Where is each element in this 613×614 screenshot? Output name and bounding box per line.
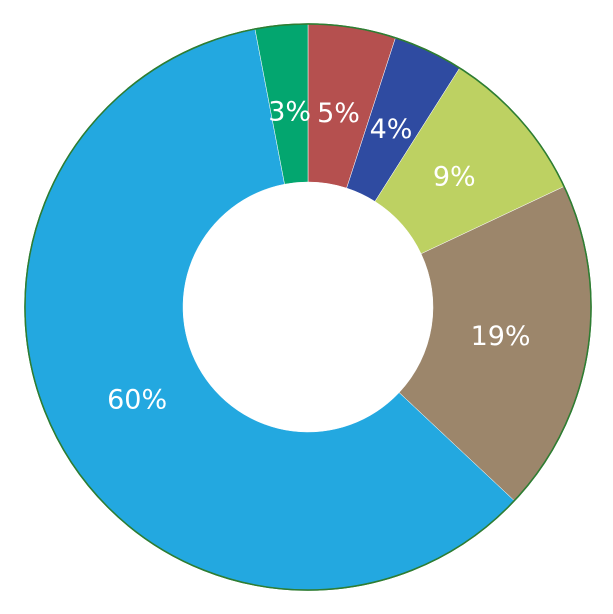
value-label: 4% [370,114,413,145]
value-label: 3% [268,96,311,127]
value-label: 60% [107,384,167,415]
value-label: 9% [433,162,476,193]
value-label: 19% [471,321,531,352]
outer-ring [24,23,592,591]
value-label: 5% [317,98,360,129]
